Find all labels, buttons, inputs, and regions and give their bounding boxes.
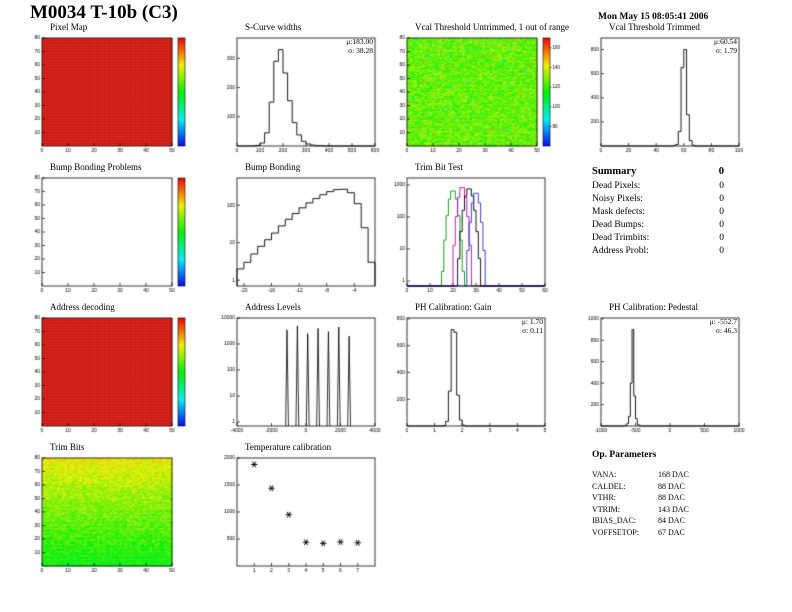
ph-pedestal-stats-box: μ: -552.7 σ: 46.3 <box>710 317 737 335</box>
page-title: M0034 T-10b (C3) <box>30 2 178 23</box>
op-label: VANA: <box>592 470 617 479</box>
panel-bump-bonding-problems: Bump Bonding Problems <box>20 162 204 300</box>
summary-title: Summary <box>592 166 637 177</box>
panel-bump-bonding: Bump Bonding <box>215 162 399 300</box>
op-parameters-section: Op. Parameters VANA: 168 DAC CALDEL: 88 … <box>592 450 742 538</box>
trim-bit-test-title: Trim Bit Test <box>415 162 463 172</box>
trim-bits-chart <box>20 454 204 580</box>
pixel-map-chart <box>20 34 204 160</box>
summary-label: Dead Pixels: <box>592 181 641 191</box>
op-value: 88 DAC <box>658 493 685 502</box>
summary-value: 0 <box>719 181 724 191</box>
summary-value: 0 <box>719 233 724 243</box>
op-value: 168 DAC <box>658 470 689 479</box>
ph-pedestal-chart <box>579 314 763 440</box>
summary-value: 0 <box>719 246 724 256</box>
panel-vcal-trimmed: Vcal Threshold Trimmed μ:60.54 σ: 1.79 <box>579 22 763 160</box>
summary-value: 0 <box>719 207 724 217</box>
panel-scurve-widths: S-Curve widths μ:183.00 σ: 38.28 <box>215 22 399 160</box>
summary-row-dead-trimbits: Dead Trimbits: 0 <box>592 232 724 245</box>
op-value: 67 DAC <box>658 527 685 537</box>
vcal-trimmed-chart <box>579 34 763 160</box>
summary-total: 0 <box>718 166 724 177</box>
vcal-trimmed-stats-box: μ:60.54 σ: 1.79 <box>714 37 737 55</box>
pixel-map-title: Pixel Map <box>50 22 88 32</box>
stat-sigma: σ: 46.3 <box>715 326 737 335</box>
panel-vcal-untrimmed: Vcal Threshold Untrimmed, 1 out of range <box>385 22 569 160</box>
op-parameters-title: Op. Parameters <box>592 450 657 460</box>
bump-bonding-title: Bump Bonding <box>245 162 301 172</box>
op-row-vtrim: VTRIM: 143 DAC <box>592 504 742 516</box>
summary-row-address-probl: Address Probl: 0 <box>592 245 724 258</box>
op-label: VTRIM: <box>592 504 620 514</box>
temperature-calibration-chart <box>215 454 399 580</box>
summary-row-dead-pixels: Dead Pixels: 0 <box>592 180 724 193</box>
op-row-voffsetop: VOFFSETOP: 67 DAC <box>592 527 742 539</box>
ph-pedestal-title: PH Calibration: Pedestal <box>609 302 698 312</box>
summary-label: Dead Trimbits: <box>592 233 650 243</box>
op-value: 143 DAC <box>658 504 689 514</box>
trim-bits-title: Trim Bits <box>50 442 85 452</box>
stat-mean: μ:60.54 <box>714 37 737 46</box>
ph-gain-chart <box>385 314 569 440</box>
stat-mean: μ:183.00 <box>346 37 373 46</box>
vcal-untrimmed-title: Vcal Threshold Untrimmed, 1 out of range <box>415 22 570 32</box>
summary-value: 0 <box>719 220 724 230</box>
summary-row-mask-defects: Mask defects: 0 <box>592 206 724 219</box>
op-label: IBIAS_DAC: <box>592 516 637 525</box>
trim-bit-test-chart <box>385 174 569 300</box>
temperature-calibration-title: Temperature calibration <box>245 442 332 452</box>
stat-mean: μ: 1.70 <box>521 317 543 326</box>
address-levels-title: Address Levels <box>245 302 301 312</box>
op-row-caldel: CALDEL: 88 DAC <box>592 481 742 493</box>
summary-header: Summary 0 <box>592 166 724 177</box>
summary-label: Address Probl: <box>592 246 649 256</box>
timestamp: Mon May 15 08:05:41 2006 <box>598 12 709 22</box>
vcal-trimmed-title: Vcal Threshold Trimmed <box>609 22 700 32</box>
panel-ph-pedestal: PH Calibration: Pedestal μ: -552.7 σ: 46… <box>579 302 763 440</box>
op-row-ibias-dac: IBIAS_DAC: 84 DAC <box>592 515 742 527</box>
summary-label: Mask defects: <box>592 207 646 217</box>
address-levels-chart <box>215 314 399 440</box>
op-value: 88 DAC <box>658 481 685 491</box>
summary-label: Dead Bumps: <box>592 220 644 230</box>
op-label: VOFFSETOP: <box>592 527 639 537</box>
summary-row-noisy-pixels: Noisy Pixels: 0 <box>592 193 724 206</box>
summary-value: 0 <box>719 194 724 204</box>
summary-label: Noisy Pixels: <box>592 194 643 204</box>
address-decoding-chart <box>20 314 204 440</box>
op-row-vana: VANA: 168 DAC <box>592 469 742 481</box>
vcal-untrimmed-chart <box>385 34 569 160</box>
bump-bonding-problems-title: Bump Bonding Problems <box>50 162 142 172</box>
address-decoding-title: Address decoding <box>50 302 115 312</box>
op-value: 84 DAC <box>658 516 685 525</box>
scurve-stats-box: μ:183.00 σ: 38.28 <box>346 37 373 55</box>
panel-address-decoding: Address decoding <box>20 302 204 440</box>
summary-row-dead-bumps: Dead Bumps: 0 <box>592 219 724 232</box>
summary-section: Summary 0 Dead Pixels: 0 Noisy Pixels: 0… <box>592 166 724 258</box>
op-label: CALDEL: <box>592 481 626 491</box>
stat-mean: μ: -552.7 <box>709 317 737 326</box>
ph-gain-stats-box: μ: 1.70 σ: 0.11 <box>522 317 543 335</box>
op-row-vthr: VTHR: 88 DAC <box>592 492 742 504</box>
bump-bonding-problems-chart <box>20 174 204 300</box>
panel-temperature-calibration: Temperature calibration <box>215 442 399 580</box>
stat-sigma: σ: 38.28 <box>348 46 373 55</box>
panel-pixel-map: Pixel Map <box>20 22 204 160</box>
panel-trim-bit-test: Trim Bit Test <box>385 162 569 300</box>
scurve-widths-chart <box>215 34 399 160</box>
panel-ph-gain: PH Calibration: Gain μ: 1.70 σ: 0.11 <box>385 302 569 440</box>
scurve-widths-title: S-Curve widths <box>245 22 302 32</box>
ph-gain-title: PH Calibration: Gain <box>415 302 492 312</box>
panel-trim-bits: Trim Bits <box>20 442 204 580</box>
op-label: VTHR: <box>592 493 616 502</box>
stat-sigma: σ: 1.79 <box>715 46 737 55</box>
bump-bonding-chart <box>215 174 399 300</box>
stat-sigma: σ: 0.11 <box>522 326 543 335</box>
panel-address-levels: Address Levels <box>215 302 399 440</box>
